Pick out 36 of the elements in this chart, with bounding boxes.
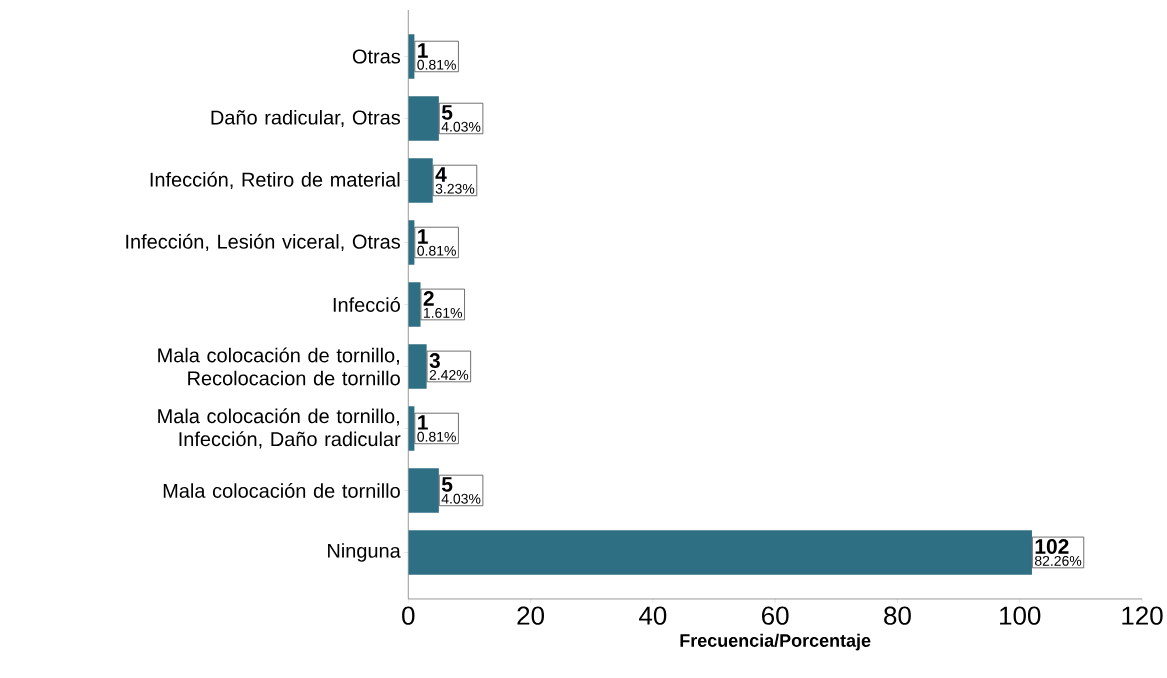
annotation: 82.26% xyxy=(1034,556,1082,566)
y-tick-label: Infección, Retiro de material xyxy=(150,171,400,190)
data-label: 1 xyxy=(418,415,428,430)
y-tick-label: Mala colocación de tornillo, Infección, Daño radicular xyxy=(158,408,401,449)
annotation: 2.42% xyxy=(429,370,469,380)
bar xyxy=(408,282,421,327)
x-tick-label: 60 xyxy=(762,606,789,625)
y-tick-label: Mala colocación de tornillo, Recolocacion de tornillo xyxy=(158,347,400,386)
x-tick-label: 80 xyxy=(884,606,911,625)
y-tick-label: Otras xyxy=(352,49,401,64)
annotation: 0.81% xyxy=(417,59,456,70)
annotation: 1.61% xyxy=(423,308,463,318)
y-tick-label: Infección, Lesión viceral, Otras xyxy=(126,233,400,252)
x-tick-label: 120 xyxy=(1122,606,1163,625)
x-tick-label: 20 xyxy=(517,606,544,625)
data-label: 102 xyxy=(1035,539,1069,555)
y-tick-label: Daño radicular, Otras xyxy=(211,110,401,128)
data-label: 5 xyxy=(441,477,453,492)
y-tick-label: Mala colocación de tornillo xyxy=(163,483,400,498)
y-tick-label: Infecció xyxy=(333,297,400,313)
annotation: 0.81% xyxy=(417,245,456,256)
annotation: 4.03% xyxy=(441,493,481,504)
data-label: 1 xyxy=(418,229,428,244)
data-label: 4 xyxy=(435,167,447,182)
data-label: 2 xyxy=(423,291,434,306)
data-label: 3 xyxy=(429,353,440,369)
x-tick-label: 40 xyxy=(639,606,667,625)
y-tick-label: Ninguna xyxy=(328,543,401,562)
annotation: 4.03% xyxy=(441,121,481,132)
x-axis-title: Frecuencia/Porcentaje xyxy=(680,633,871,651)
x-tick-label: 100 xyxy=(1000,606,1041,625)
data-label: 1 xyxy=(418,43,428,58)
annotation: 3.23% xyxy=(435,183,475,194)
x-tick-label: 0 xyxy=(402,606,415,625)
annotation: 0.81% xyxy=(417,431,456,442)
data-label: 5 xyxy=(441,105,453,120)
